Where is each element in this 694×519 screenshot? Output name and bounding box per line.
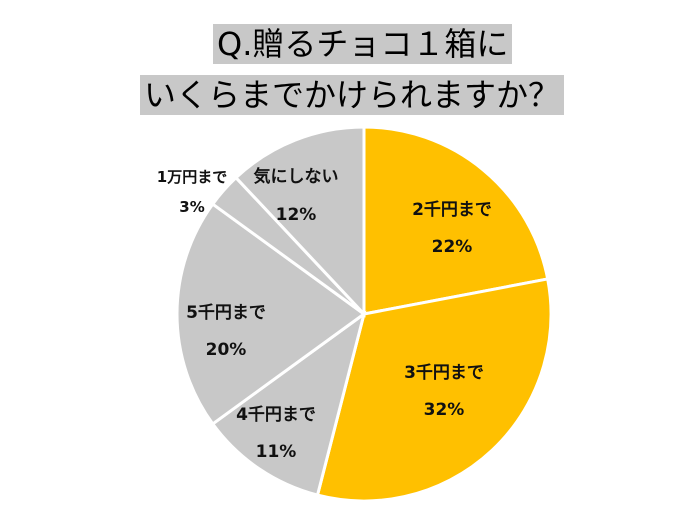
pie-slices	[175, 125, 553, 503]
pie-slice-4	[175, 201, 367, 427]
pie-slice-2	[315, 277, 553, 503]
chart-title-line-2: いくらまでかけられますか？	[140, 75, 565, 115]
slice-name-label-3: 4千円まで	[236, 405, 316, 425]
slice-value-label-2: 32%	[424, 400, 465, 420]
slice-name-label-5: 1万円まで	[157, 168, 227, 186]
slice-name-label-2: 3千円まで	[404, 363, 484, 383]
slice-value-label-4: 20%	[206, 340, 247, 360]
pie-slice-6	[233, 125, 366, 318]
slice-value-label-3: 11%	[256, 442, 297, 462]
slice-name-label-1: 2千円まで	[412, 200, 492, 220]
slice-name-label-6: 気にしない	[253, 166, 339, 187]
chart-title-line-1: Q.贈るチョコ１箱に	[213, 24, 513, 64]
pie-slice-1	[362, 125, 550, 316]
pie-labels: 2千円まで 22% 3千円まで 32% 4千円まで 11% 5千円まで 20% 1万円まで 3% 気…	[157, 166, 492, 462]
slice-value-label-5: 3%	[179, 198, 204, 216]
slice-value-label-6: 12%	[276, 205, 317, 225]
slice-value-label-1: 22%	[432, 237, 473, 257]
slice-name-label-4: 5千円まで	[186, 303, 266, 323]
pie-slice-3	[210, 310, 367, 497]
